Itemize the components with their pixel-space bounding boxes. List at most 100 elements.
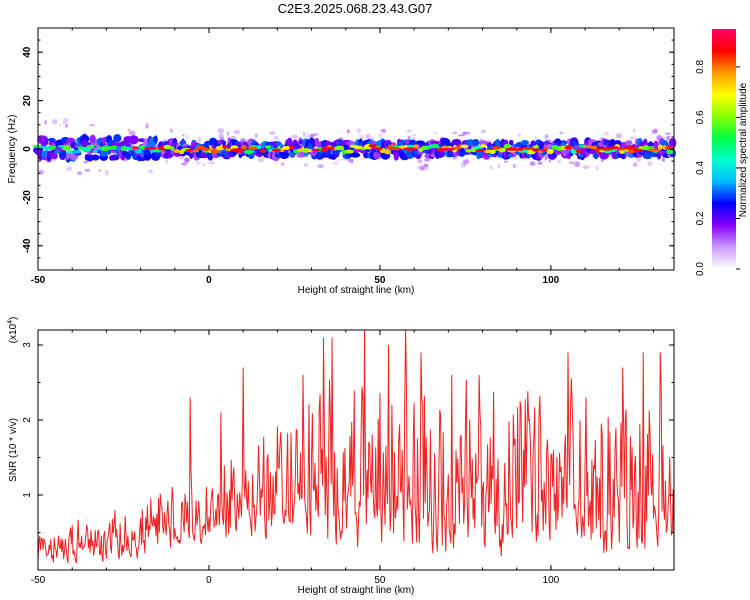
spectrogram-cell xyxy=(595,148,602,153)
spectrogram-speck xyxy=(666,135,671,141)
snr-x-axis-label: Height of straight line (km) xyxy=(298,585,415,596)
spectrogram-cell xyxy=(173,149,180,153)
x-tick-label: 50 xyxy=(374,275,386,286)
x-tick-label: -50 xyxy=(31,575,46,586)
spectrogram-cell xyxy=(465,149,473,153)
spectrogram-heatmap xyxy=(33,117,677,176)
spectrogram-peak xyxy=(505,147,519,151)
spectrogram-peak xyxy=(200,147,211,151)
spectrogram-cell xyxy=(79,134,90,143)
spectrogram-cell xyxy=(163,144,172,150)
spectrogram-speck xyxy=(664,132,671,135)
snr-y-multiplier: (x104) xyxy=(7,317,19,344)
spectrogram-cell xyxy=(113,134,122,143)
spectrogram-cell xyxy=(259,148,267,153)
x-tick-label: 0 xyxy=(206,275,212,286)
spectrogram-cell xyxy=(58,148,67,158)
spectrogram-speck xyxy=(185,157,189,162)
spectrogram-peak xyxy=(516,147,524,151)
spectrogram-cell xyxy=(625,140,633,146)
spectrogram-speck xyxy=(529,161,536,166)
spectrogram-peak xyxy=(443,147,456,151)
spectrogram-cell xyxy=(451,139,462,146)
y-tick-label: 3 xyxy=(22,342,33,348)
spectrogram-speck xyxy=(98,169,101,172)
spectrogram-peak xyxy=(452,146,462,150)
spectrogram-cell xyxy=(480,144,487,148)
spectrogram-cell xyxy=(368,144,378,148)
snr-frame xyxy=(37,329,675,571)
spectrogram-speck xyxy=(647,161,653,166)
colorbar-tick-label: 0.6 xyxy=(695,110,706,124)
spectrogram-speck xyxy=(523,158,526,161)
spectrogram-cell xyxy=(393,151,400,161)
y-tick-label: -40 xyxy=(22,238,33,253)
spectrogram-cell xyxy=(440,150,446,157)
spectrogram-speck xyxy=(544,134,549,140)
spectrogram-cell xyxy=(657,144,663,150)
spectrogram-cell xyxy=(459,144,469,149)
spectrogram-speck xyxy=(635,158,642,162)
spectrogram-speck xyxy=(182,134,185,137)
spectrogram-speck xyxy=(632,162,638,167)
spectrogram-x-axis-label: Height of straight line (km) xyxy=(298,285,415,296)
spectrogram-speck xyxy=(179,155,185,160)
spectrogram-speck xyxy=(302,131,306,137)
spectrogram-speck xyxy=(197,137,202,143)
spectrogram-speck xyxy=(411,136,415,140)
colorbar-label: Normalized spectral amplitude xyxy=(738,82,749,217)
spectrogram-speck xyxy=(517,132,522,137)
spectrogram-speck xyxy=(534,135,537,140)
spectrogram-speck xyxy=(233,130,241,135)
spectrogram-cell xyxy=(406,144,416,148)
spectrogram-cell xyxy=(80,147,91,152)
y-tick-label: 2 xyxy=(22,417,33,423)
spectrogram-cell xyxy=(153,135,158,144)
spectrogram-cell xyxy=(153,151,163,157)
spectrogram-cell xyxy=(384,149,391,155)
spectrogram-ticks: -50 0 50 100 -40 -20 0 20 40 xyxy=(22,27,674,286)
colorbar-gradient xyxy=(712,29,736,269)
spectrogram-speck xyxy=(615,133,623,139)
spectrogram-speck xyxy=(84,168,91,172)
spectrogram-cell xyxy=(498,147,506,153)
spectrogram-cell xyxy=(100,145,110,151)
spectrogram-peak xyxy=(271,148,281,152)
spectrogram-speck xyxy=(629,136,636,140)
spectrogram-cell xyxy=(350,152,361,158)
spectrogram-speck xyxy=(582,165,590,170)
spectrogram-speck xyxy=(559,131,564,135)
spectrogram-speck xyxy=(210,160,215,165)
spectrogram-peak xyxy=(633,148,644,152)
colorbar-ticks: 0.0 0.2 0.4 0.6 0.8 xyxy=(695,60,740,276)
spectrogram-peak xyxy=(532,148,540,152)
spectrogram-speck xyxy=(544,155,548,161)
spectrogram-peak xyxy=(387,147,402,151)
spectrogram-speck xyxy=(595,165,600,171)
spectrogram-speck xyxy=(419,165,425,171)
spectrogram-peak xyxy=(131,146,139,150)
spectrogram-cell xyxy=(532,145,540,149)
spectrogram-speck xyxy=(412,134,417,137)
spectrogram-peak xyxy=(491,146,502,150)
spectrogram-speck xyxy=(280,162,285,167)
spectrogram-speck xyxy=(317,164,325,169)
spectrogram-speck xyxy=(226,130,230,137)
spectrogram-speck xyxy=(423,158,431,162)
spectrogram-speck xyxy=(377,133,383,138)
spectrogram-speck xyxy=(365,133,371,139)
spectrogram-speck xyxy=(575,161,581,168)
spectrogram-speck xyxy=(487,139,492,143)
spectrogram-cell xyxy=(92,149,98,153)
spectrogram-peak xyxy=(185,148,195,152)
spectrogram-speck xyxy=(434,132,438,135)
spectrogram-speck xyxy=(148,169,153,174)
spectrogram-speck xyxy=(633,128,636,133)
spectrogram-cell xyxy=(128,135,139,145)
spectrogram-cell xyxy=(344,149,354,154)
colorbar-tick-label: 0.0 xyxy=(695,262,706,276)
spectrogram-cell xyxy=(520,140,530,146)
spectrogram-peak xyxy=(230,148,244,152)
spectrogram-peak xyxy=(311,148,321,152)
